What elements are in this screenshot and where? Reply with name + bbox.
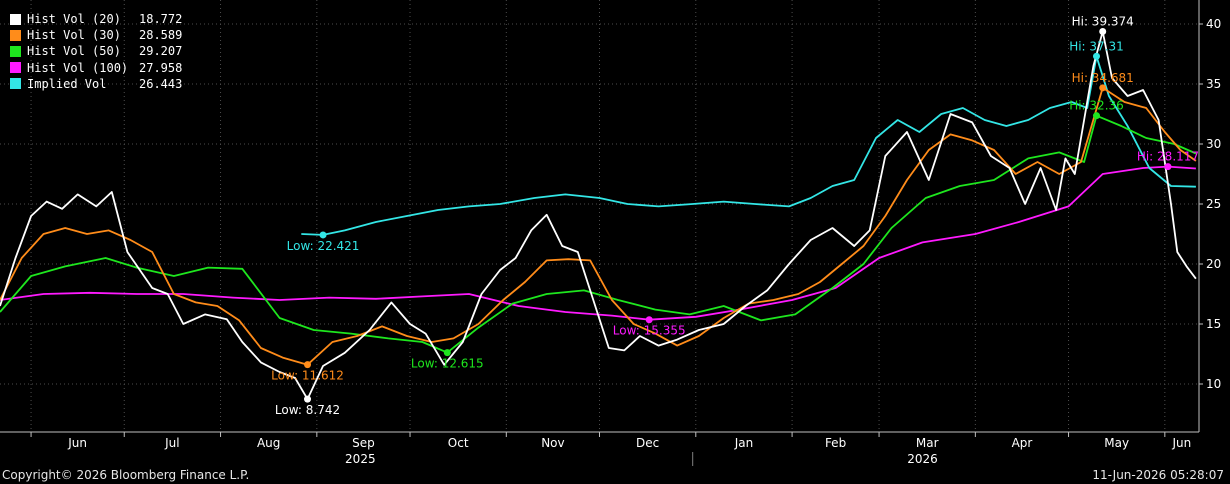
x-tick-label: Apr: [1012, 436, 1033, 450]
series-line: [0, 165, 1196, 321]
y-tick-label: 20: [1206, 257, 1221, 271]
legend-item-hv50: Hist Vol (50) 29.207: [10, 43, 182, 59]
series-lines: [0, 30, 1197, 400]
y-tick-label: 10: [1206, 377, 1221, 391]
low-marker: [645, 316, 653, 324]
x-tick-label: May: [1104, 436, 1129, 450]
legend-value: 26.443: [139, 76, 183, 91]
series-line: [301, 55, 1196, 236]
x-tick-label: Jan: [734, 436, 754, 450]
series-line: [0, 30, 1197, 400]
x-tick-label: Oct: [448, 436, 469, 450]
timestamp-text: 11-Jun-2026 05:28:07: [1092, 468, 1224, 482]
legend-swatch: [10, 62, 21, 74]
legend-label: Hist Vol (50): [27, 44, 121, 59]
low-marker: [304, 361, 312, 369]
year-label: 2025: [345, 452, 376, 466]
legend-label: Hist Vol (100): [27, 60, 129, 75]
low-label: Low: 11.612: [271, 369, 344, 383]
series-line: [0, 114, 1197, 354]
x-tick-label: Jul: [164, 436, 179, 450]
legend-value: 29.207: [139, 44, 183, 59]
x-tick-label: Mar: [916, 436, 939, 450]
x-tick-label: Jun: [67, 436, 87, 450]
hi-label: Hi: 39.374: [1072, 15, 1134, 29]
y-tick-label: 30: [1206, 137, 1221, 151]
low-label: Low: 22.421: [287, 239, 360, 253]
low-marker: [304, 395, 312, 403]
y-tick-label: 35: [1206, 77, 1221, 91]
y-tick-label: 40: [1206, 17, 1221, 31]
legend-swatch: [10, 29, 21, 41]
hi-label: Hi: 37.31: [1069, 39, 1124, 53]
hi-label: Hi: 32.36: [1069, 99, 1124, 113]
series-line: [0, 86, 1197, 366]
legend-item-hv20: Hist Vol (20) 18.772: [10, 11, 182, 27]
x-tick-label: Sep: [352, 436, 375, 450]
x-tick-label: Jun: [1171, 436, 1191, 450]
copyright-text: Copyright© 2026 Bloomberg Finance L.P.: [2, 468, 250, 482]
low-label: Low: 8.742: [275, 403, 340, 417]
legend-label: Hist Vol (30): [27, 28, 121, 43]
hi-label: Hi: 28.117: [1137, 150, 1199, 164]
legend-value: 27.958: [139, 60, 183, 75]
hi-marker: [1092, 52, 1100, 60]
hi-marker: [1092, 112, 1100, 120]
low-marker: [319, 231, 327, 239]
annotations: Low: 8.742 Low: 11.612 Low: 12.615 Low: 15.…: [271, 15, 1199, 418]
x-tick-label: Aug: [257, 436, 280, 450]
x-tick-label: Dec: [636, 436, 659, 450]
legend-label: Hist Vol (20): [27, 12, 121, 26]
x-tick-label: Nov: [541, 436, 564, 450]
hi-marker: [1164, 163, 1172, 171]
legend-item-hv30: Hist Vol (30) 28.589: [10, 27, 182, 43]
legend-value: 28.589: [139, 28, 183, 43]
y-tick-label: 25: [1206, 197, 1221, 211]
low-marker: [443, 349, 451, 357]
legend-item-hv100: Hist Vol (100) 27.958: [10, 60, 182, 76]
hi-marker: [1099, 28, 1107, 36]
low-label: Low: 12.615: [411, 357, 484, 371]
legend-swatch: [10, 13, 21, 25]
hi-marker: [1099, 84, 1107, 92]
y-tick-label: 15: [1206, 317, 1221, 331]
year-label: 2026: [907, 452, 938, 466]
legend-value: 18.772: [139, 12, 183, 26]
hi-label: Hi: 34.681: [1072, 71, 1134, 85]
x-tick-label: Feb: [825, 436, 846, 450]
legend-label: Implied Vol: [27, 76, 107, 91]
legend-swatch: [10, 46, 21, 57]
legend-item-implied: Implied Vol 26.443: [10, 76, 182, 92]
low-label: Low: 15.355: [613, 324, 686, 338]
legend: Hist Vol (20) 18.772 Hist Vol (30) 28.58…: [10, 11, 182, 92]
legend-swatch: [10, 78, 21, 90]
